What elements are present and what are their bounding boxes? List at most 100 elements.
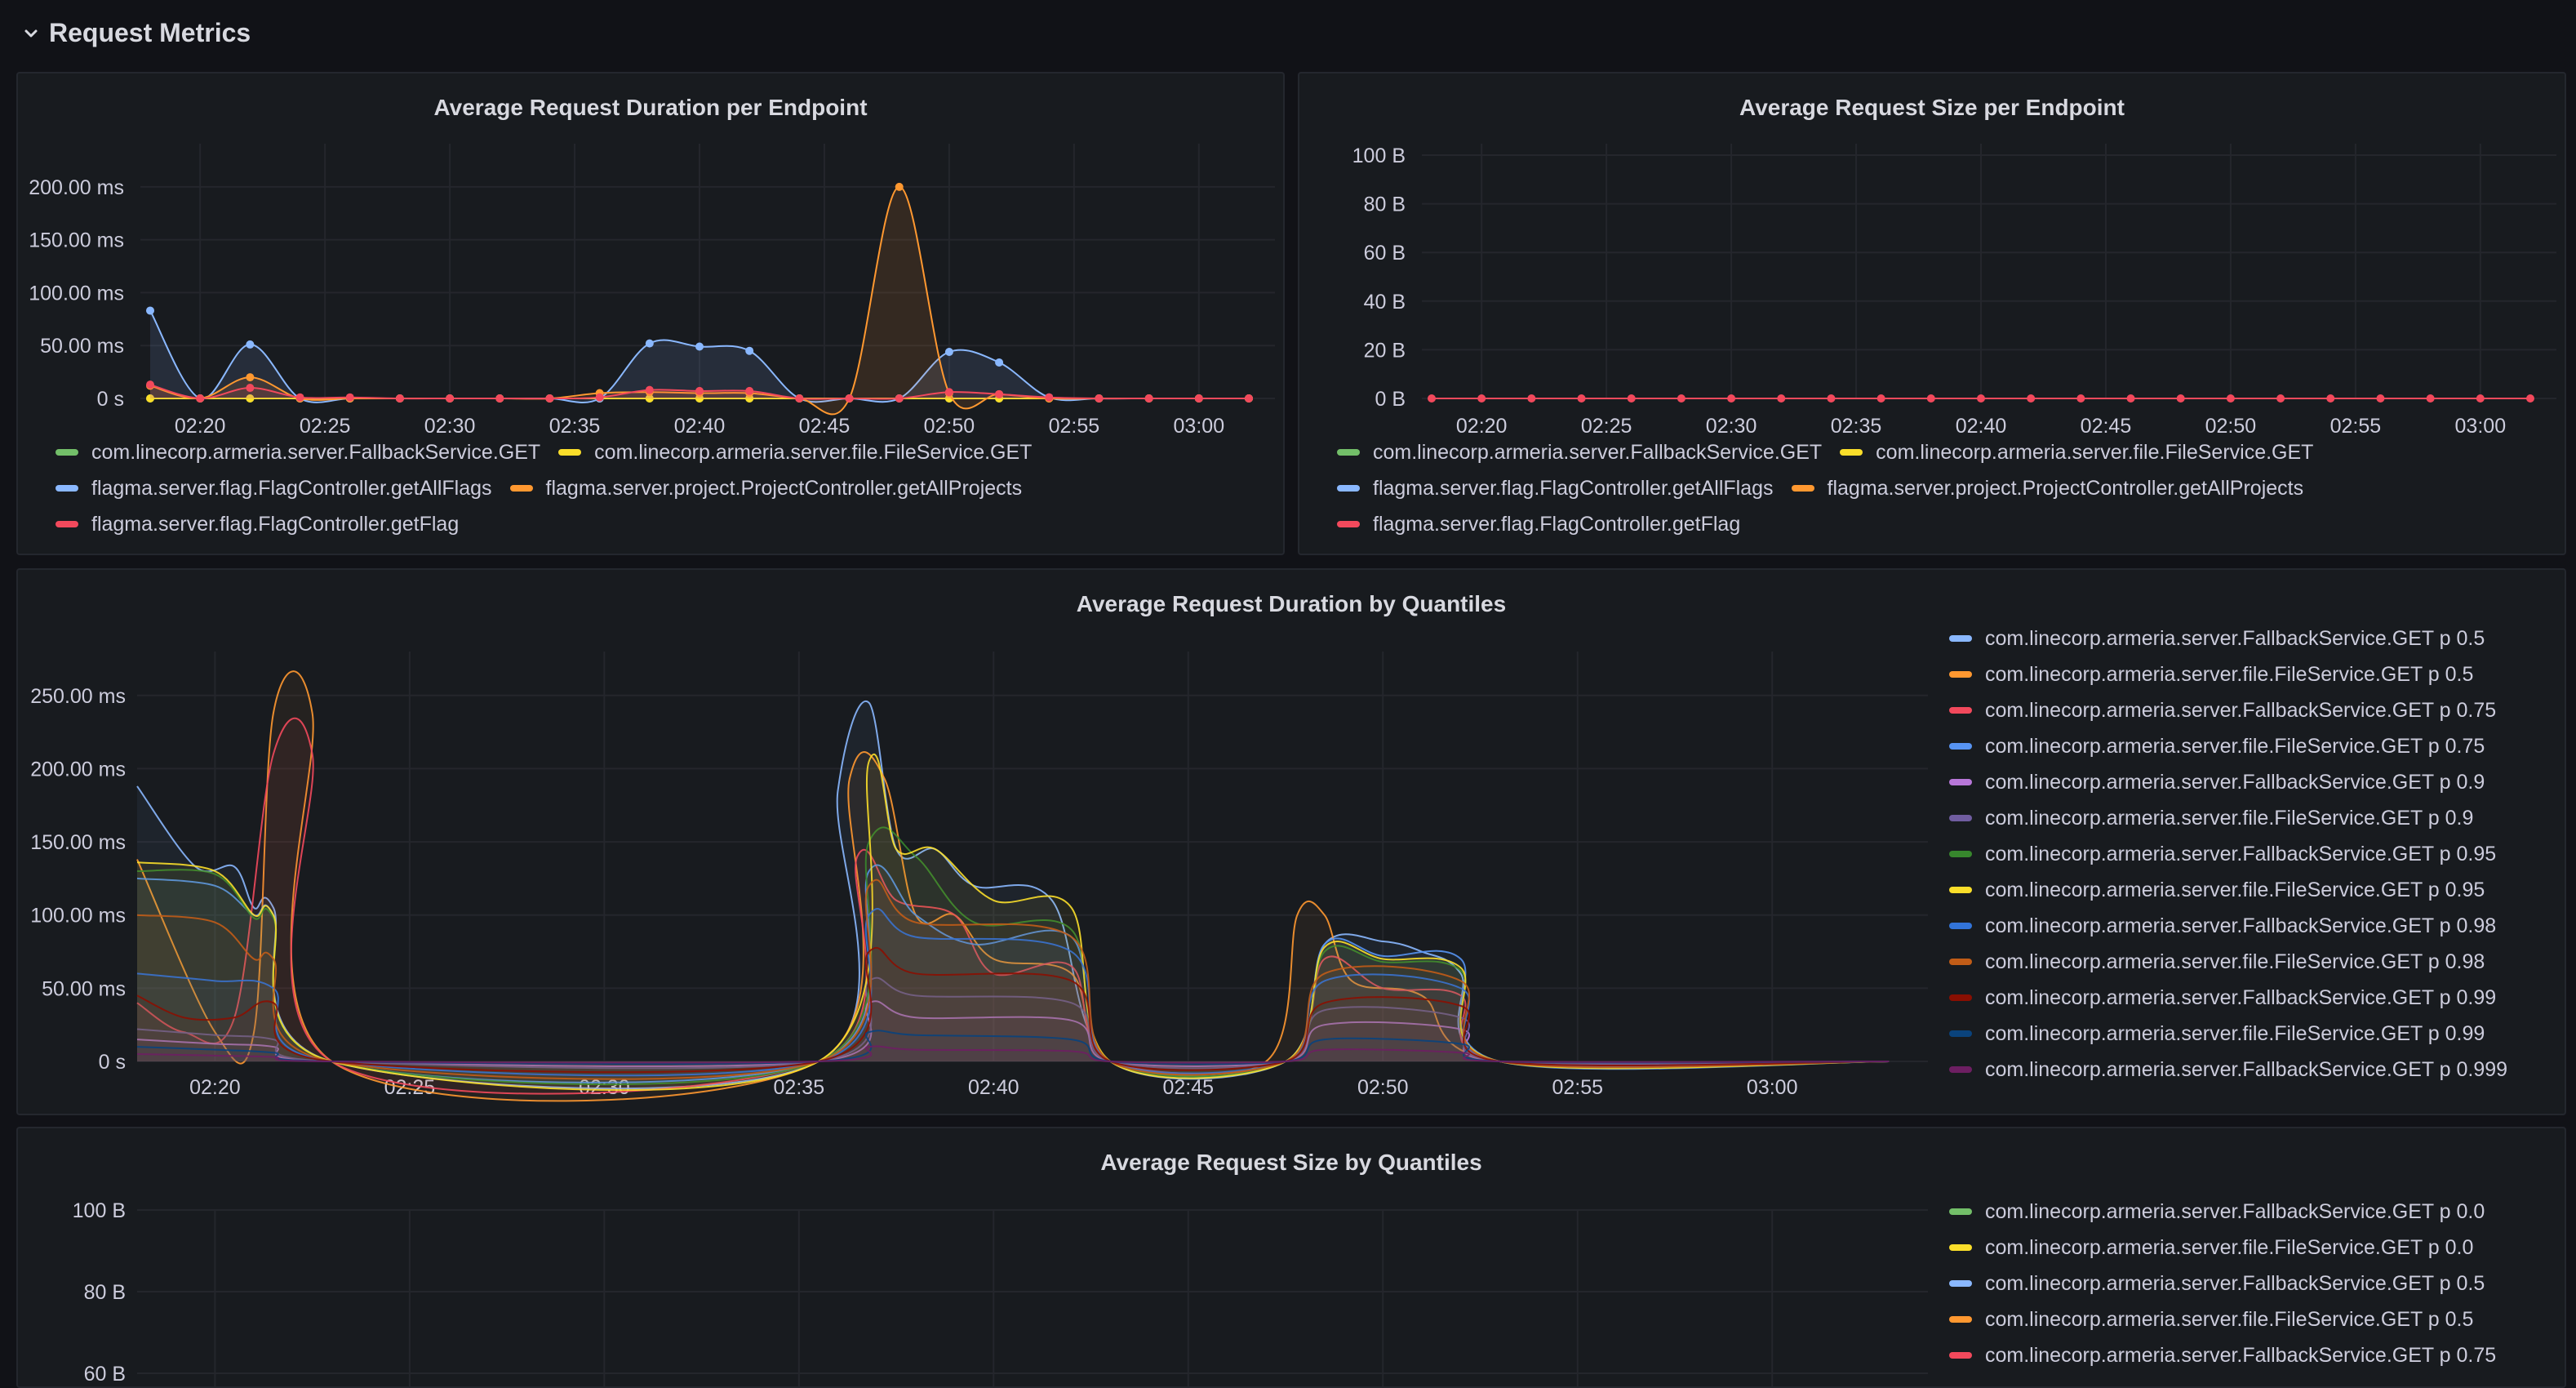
legend: com.linecorp.armeria.server.FallbackServ… bbox=[1337, 434, 2398, 542]
data-point bbox=[1045, 393, 1054, 402]
legend-item[interactable]: com.linecorp.armeria.server.FallbackServ… bbox=[1949, 1337, 2553, 1373]
legend-item[interactable]: com.linecorp.armeria.server.FallbackServ… bbox=[1949, 1266, 2553, 1301]
series-line bbox=[136, 1000, 1890, 1068]
legend-item[interactable]: com.linecorp.armeria.server.file.FileSer… bbox=[1949, 872, 2553, 908]
y-tick-label: 60 B bbox=[84, 1363, 126, 1386]
data-point bbox=[944, 388, 953, 397]
legend-label: com.linecorp.armeria.server.file.FileSer… bbox=[1985, 806, 2474, 830]
panel-duration-by-quantiles[interactable]: Average Request Duration by Quantiles 0 … bbox=[16, 568, 2566, 1115]
series-color-swatch bbox=[1337, 485, 1360, 492]
legend-label: com.linecorp.armeria.server.FallbackServ… bbox=[91, 440, 541, 464]
data-point bbox=[845, 394, 854, 403]
series-color-swatch bbox=[1949, 923, 1972, 929]
legend-label: com.linecorp.armeria.server.FallbackServ… bbox=[1373, 440, 1823, 464]
series-area bbox=[137, 718, 1890, 1094]
data-point bbox=[246, 373, 255, 382]
legend-item[interactable]: com.linecorp.armeria.server.file.FileSer… bbox=[1949, 1016, 2553, 1052]
row-title: Request Metrics bbox=[49, 18, 251, 47]
data-point bbox=[595, 393, 604, 402]
legend-item[interactable]: com.linecorp.armeria.server.file.FileSer… bbox=[558, 434, 1032, 470]
legend-label: com.linecorp.armeria.server.FallbackServ… bbox=[1985, 1343, 2497, 1367]
legend-item[interactable]: com.linecorp.armeria.server.FallbackServ… bbox=[1949, 980, 2553, 1016]
x-tick-label: 03:00 bbox=[1747, 1076, 1798, 1099]
x-tick-label: 02:35 bbox=[1831, 415, 1882, 438]
legend-item[interactable]: com.linecorp.armeria.server.file.FileSer… bbox=[1949, 944, 2553, 980]
series-color-swatch bbox=[1949, 959, 1972, 965]
panel-duration-per-endpoint[interactable]: Average Request Duration per Endpoint 0 … bbox=[16, 72, 1285, 555]
data-point bbox=[944, 347, 953, 356]
data-point bbox=[246, 384, 255, 393]
series-area bbox=[150, 186, 1249, 415]
legend-label: com.linecorp.armeria.server.FallbackServ… bbox=[1985, 914, 2497, 937]
panel-size-per-endpoint[interactable]: Average Request Size per Endpoint 0 B 20 … bbox=[1298, 72, 2566, 555]
legend-item[interactable]: com.linecorp.armeria.server.FallbackServ… bbox=[1337, 434, 1822, 470]
x-tick-label: 02:25 bbox=[1581, 415, 1632, 438]
data-point bbox=[2326, 394, 2335, 403]
chart-size-by-quantiles: 60 B 80 B 100 B bbox=[73, 1199, 1928, 1386]
x-tick-label: 02:40 bbox=[1956, 415, 2007, 438]
legend-item[interactable]: flagma.server.flag.FlagController.getFla… bbox=[56, 506, 459, 542]
legend-item[interactable]: com.linecorp.armeria.server.FallbackServ… bbox=[1949, 764, 2553, 800]
x-tick-label: 02:25 bbox=[300, 415, 351, 438]
y-tick-label: 0 B bbox=[1375, 388, 1406, 411]
legend-item[interactable]: com.linecorp.armeria.server.FallbackServ… bbox=[1949, 692, 2553, 728]
series bbox=[136, 1030, 1890, 1065]
series-line bbox=[136, 879, 1890, 1080]
legend-item[interactable]: com.linecorp.armeria.server.FallbackServ… bbox=[1949, 1052, 2553, 1088]
legend-label: com.linecorp.armeria.server.file.FileSer… bbox=[1985, 734, 2485, 758]
legend-item[interactable]: com.linecorp.armeria.server.FallbackServ… bbox=[56, 434, 540, 470]
legend-item[interactable]: com.linecorp.armeria.server.file.FileSer… bbox=[1949, 800, 2553, 836]
legend-item[interactable]: com.linecorp.armeria.server.file.FileSer… bbox=[1949, 656, 2553, 692]
legend-label: com.linecorp.armeria.server.FallbackServ… bbox=[1985, 842, 2497, 865]
series-line bbox=[136, 976, 1890, 1070]
row-header-request-metrics[interactable]: Request Metrics bbox=[21, 18, 251, 48]
data-point bbox=[1245, 394, 1253, 403]
y-tick-label: 100 B bbox=[1352, 145, 1406, 167]
series bbox=[136, 717, 1890, 1095]
legend-item[interactable]: com.linecorp.armeria.server.file.FileSer… bbox=[1949, 1230, 2553, 1266]
data-point bbox=[345, 393, 354, 402]
data-point bbox=[2476, 394, 2485, 403]
legend-label: com.linecorp.armeria.server.file.FileSer… bbox=[594, 440, 1033, 464]
legend-item[interactable]: flagma.server.project.ProjectController.… bbox=[1791, 470, 2304, 506]
y-tick-label: 20 B bbox=[1364, 339, 1406, 362]
data-point bbox=[2276, 394, 2285, 403]
panel-size-by-quantiles[interactable]: Average Request Size by Quantiles 60 B 80… bbox=[16, 1127, 2566, 1388]
x-tick-label: 02:45 bbox=[799, 415, 851, 438]
legend-item[interactable]: com.linecorp.armeria.server.file.FileSer… bbox=[1949, 1301, 2553, 1337]
x-tick-label: 02:45 bbox=[1163, 1076, 1215, 1099]
legend-label: com.linecorp.armeria.server.FallbackServ… bbox=[1985, 985, 2497, 1009]
legend-item[interactable]: com.linecorp.armeria.server.FallbackServ… bbox=[1949, 836, 2553, 872]
legend-item[interactable]: flagma.server.flag.FlagController.getAll… bbox=[1337, 470, 1774, 506]
x-tick-label: 02:50 bbox=[1357, 1076, 1409, 1099]
y-tick-label: 40 B bbox=[1364, 291, 1406, 314]
series-color-swatch bbox=[56, 485, 78, 492]
y-tick-label: 0 s bbox=[99, 1051, 126, 1074]
panel-title: Average Request Duration per Endpoint bbox=[433, 95, 868, 120]
legend-item[interactable]: flagma.server.flag.FlagController.getAll… bbox=[56, 470, 492, 506]
data-point bbox=[1876, 394, 1885, 403]
y-tick-label: 80 B bbox=[84, 1281, 126, 1304]
data-point bbox=[395, 394, 404, 403]
data-point bbox=[2176, 394, 2185, 403]
panel-title: Average Request Size per Endpoint bbox=[1739, 95, 2125, 120]
data-point bbox=[745, 386, 754, 395]
legend-item[interactable]: flagma.server.project.ProjectController.… bbox=[509, 470, 1022, 506]
series-color-swatch bbox=[1337, 521, 1360, 527]
data-point bbox=[1194, 394, 1203, 403]
legend[interactable]: com.linecorp.armeria.server.FallbackServ… bbox=[1949, 1194, 2553, 1386]
legend-item[interactable]: com.linecorp.armeria.server.FallbackServ… bbox=[1949, 621, 2553, 656]
data-point bbox=[645, 394, 654, 403]
legend-item[interactable]: flagma.server.flag.FlagController.getFla… bbox=[1337, 506, 1740, 542]
legend-label: flagma.server.project.ProjectController.… bbox=[1827, 476, 2304, 500]
chart-duration-by-quantiles: 0 s 50.00 ms 100.00 ms 150.00 ms 200.00 ms 25… bbox=[30, 652, 1928, 1102]
legend[interactable]: com.linecorp.armeria.server.FallbackServ… bbox=[1949, 621, 2553, 1102]
series-area bbox=[137, 947, 1890, 1073]
series-area bbox=[137, 909, 1890, 1076]
legend-item[interactable]: com.linecorp.armeria.server.file.FileSer… bbox=[1840, 434, 2313, 470]
data-point bbox=[1527, 394, 1536, 403]
legend-item[interactable]: com.linecorp.armeria.server.FallbackServ… bbox=[1949, 908, 2553, 944]
legend-item[interactable]: com.linecorp.armeria.server.file.FileSer… bbox=[1949, 728, 2553, 764]
legend-label: com.linecorp.armeria.server.FallbackServ… bbox=[1985, 626, 2485, 650]
legend-item[interactable]: com.linecorp.armeria.server.FallbackServ… bbox=[1949, 1194, 2553, 1230]
